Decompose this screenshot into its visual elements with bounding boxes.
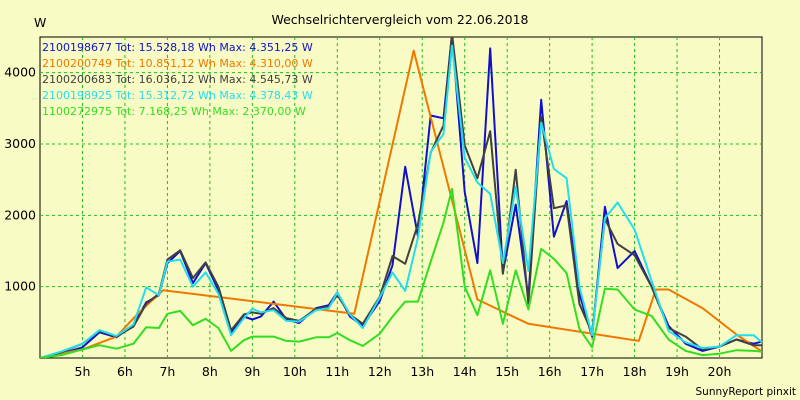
legend-entry-2: 2100200749 Tot: 10.851,12 Wh Max: 4.310,…: [42, 57, 313, 70]
x-tick-label: 18h: [623, 364, 647, 379]
footer-credit: SunnyReport pinxit: [696, 386, 796, 398]
y-tick-label: 3000: [4, 136, 36, 151]
x-tick-label: 15h: [495, 364, 519, 379]
y-tick-label: 4000: [4, 65, 36, 80]
x-tick-label: 5h: [75, 364, 91, 379]
legend-entry-4: 2100198925 Tot: 15.312,72 Wh Max: 4.378,…: [42, 89, 313, 102]
x-tick-label: 13h: [410, 364, 434, 379]
y-axis-ticks: 1000 2000 3000 4000: [4, 65, 36, 294]
x-tick-label: 12h: [368, 364, 392, 379]
x-tick-label: 16h: [538, 364, 562, 379]
x-tick-label: 9h: [244, 364, 260, 379]
x-tick-label: 19h: [665, 364, 689, 379]
x-tick-label: 10h: [283, 364, 307, 379]
chart-title: Wechselrichtervergleich vom 22.06.2018: [271, 12, 528, 27]
x-axis-ticks: 5h 6h 7h 8h 9h 10h 11h 12h 13h 14h 15h 16h 17h 18h 19h…: [75, 364, 732, 379]
x-tick-label: 8h: [202, 364, 218, 379]
x-tick-label: 17h: [580, 364, 604, 379]
plot-frame: [39, 36, 763, 359]
x-tick-label: 20h: [708, 364, 732, 379]
x-tick-label: 6h: [117, 364, 133, 379]
x-tick-label: 7h: [159, 364, 175, 379]
legend-entry-3: 2100200683 Tot: 16.036,12 Wh Max: 4.545,…: [42, 73, 313, 86]
y-tick-label: 1000: [4, 279, 36, 294]
series-line-4: [40, 44, 762, 358]
legend-entry-1: 2100198677 Tot: 15.528,18 Wh Max: 4.351,…: [42, 41, 313, 54]
legend: 2100198677 Tot: 15.528,18 Wh Max: 4.351,…: [42, 41, 313, 118]
y-axis-label: W: [34, 15, 46, 30]
series-line-5: [40, 187, 762, 358]
grid: [39, 36, 763, 359]
x-tick-label: 14h: [453, 364, 477, 379]
x-tick-label: 11h: [325, 364, 349, 379]
y-tick-label: 2000: [4, 207, 36, 222]
series-lines: [40, 37, 762, 358]
legend-entry-5: 1100272975 Tot: 7.168,25 Wh Max: 2.370,0…: [42, 105, 306, 118]
